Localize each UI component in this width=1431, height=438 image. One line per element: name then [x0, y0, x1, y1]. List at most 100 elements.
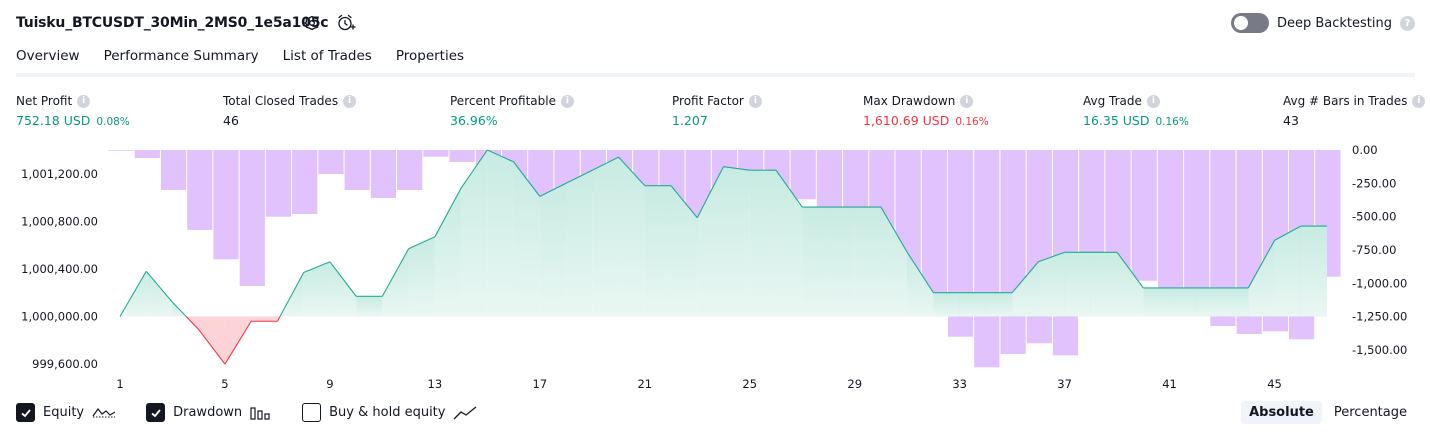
equity-loss-segment: [276, 316, 281, 322]
help-icon[interactable]: ?: [1400, 15, 1415, 31]
right-tick-label: -1,250.00: [1352, 310, 1407, 324]
equity-line-segment: [670, 185, 698, 219]
drawdown-bar: [974, 150, 1000, 368]
equity-line-segment: [723, 166, 750, 171]
deep-backtesting: Deep Backtesting ?: [1230, 13, 1415, 33]
legend-label: Drawdown: [173, 405, 243, 420]
drawdown-bar: [790, 150, 816, 200]
info-icon[interactable]: i: [1146, 94, 1160, 108]
equity-line-segment: [539, 182, 567, 197]
equity-profit-area: [828, 207, 855, 317]
equity-drawdown-chart[interactable]: 1,001,200.00 1,000,800.00 1,000,400.00 1,00…: [0, 140, 1431, 395]
equity-line-segment: [696, 166, 724, 219]
metric-value: 1,610.69 USD: [863, 113, 950, 128]
tab-properties[interactable]: Properties: [395, 48, 465, 64]
info-icon[interactable]: i: [343, 94, 357, 108]
equity-loss-segment: [224, 320, 252, 365]
x-tick-label: 1: [116, 377, 123, 391]
check-icon: [151, 408, 161, 417]
equity-profit-area: [933, 292, 960, 317]
metric-value: 43: [1283, 113, 1299, 128]
equity-profit-area: [1012, 261, 1039, 317]
equity-line-segment: [279, 272, 305, 317]
metric-label: Profit Factor: [672, 94, 744, 108]
settings-icon[interactable]: [302, 13, 322, 33]
equity-profit-area: [907, 252, 934, 317]
equity-profit-area: [1117, 252, 1144, 317]
equity-line-segment: [1011, 261, 1039, 294]
chart-legend: Equity Drawdown Buy & hold equity: [16, 403, 507, 422]
right-tick-label: -1,000.00: [1352, 276, 1407, 290]
mode-absolute[interactable]: Absolute: [1241, 401, 1322, 424]
equity-line-segment: [460, 149, 488, 189]
equity-profit-area: [566, 170, 593, 317]
equity-loss-area: [224, 316, 252, 365]
x-axis: 1 5 9 13 17 21 25 29 33 37 41 45: [116, 377, 1282, 391]
equity-profit-area: [985, 292, 1013, 317]
right-axis: 0.00 -250.00 -500.00 -750.00 -1,000.00 -1,250…: [1352, 143, 1407, 357]
equity-profit-area: [513, 161, 540, 317]
equity-profit-area: [592, 157, 619, 317]
metric-avg-bars-in-trades: Avg # Bars in Trades i 43: [1283, 94, 1426, 128]
toggle-knob: [1233, 16, 1248, 30]
buy-hold-checkbox[interactable]: [302, 403, 322, 422]
add-alert-icon[interactable]: [336, 13, 356, 33]
legend-label: Equity: [43, 405, 85, 420]
deep-backtesting-toggle[interactable]: [1230, 13, 1269, 33]
right-tick-label: 0.00: [1352, 143, 1378, 157]
equity-checkbox[interactable]: [16, 403, 35, 422]
x-tick-label: 45: [1267, 377, 1282, 391]
drawdown-checkbox[interactable]: [146, 403, 166, 422]
x-tick-label: 5: [221, 377, 228, 391]
equity-line-segment: [119, 271, 147, 317]
equity-loss-segment: [198, 329, 226, 365]
equity-line-segment: [1247, 240, 1276, 289]
drawdown-bar: [1157, 150, 1184, 305]
metric-value: 752.18 USD: [16, 113, 91, 128]
equity-profit-area: [146, 271, 173, 317]
info-icon[interactable]: i: [960, 94, 974, 108]
tabs-divider: [16, 73, 1415, 77]
equity-profit-area: [775, 170, 803, 317]
drawdown-bar: [344, 150, 370, 190]
x-tick-label: 37: [1057, 377, 1072, 391]
metric-label: Total Closed Trades: [223, 94, 339, 108]
x-tick-label: 21: [637, 377, 652, 391]
equity-profit-area: [1300, 226, 1327, 317]
report-tabs: Overview Performance Summary List of Tra…: [16, 48, 464, 77]
deep-backtesting-label: Deep Backtesting: [1276, 15, 1392, 31]
legend-equity[interactable]: Equity: [16, 403, 116, 422]
tab-performance-summary[interactable]: Performance Summary: [103, 48, 259, 64]
legend-drawdown[interactable]: Drawdown: [146, 403, 272, 422]
metric-label: Avg Trade: [1083, 94, 1142, 108]
info-icon[interactable]: i: [77, 94, 91, 108]
drawdown-bar: [292, 150, 318, 214]
equity-line-segment: [880, 206, 908, 253]
drawdown-bar: [370, 150, 396, 198]
equity-profit-area: [1248, 240, 1275, 317]
metric-avg-trade: Avg Trade i 16.35 USD 0.16%: [1083, 94, 1189, 128]
left-axis: 1,001,200.00 1,000,800.00 1,000,400.00 1,00…: [21, 167, 98, 371]
tab-list-of-trades[interactable]: List of Trades: [282, 48, 372, 64]
equity-line-segment: [775, 169, 803, 208]
drawdown-bar: [161, 150, 187, 190]
metric-value: 46: [223, 113, 239, 128]
x-tick-label: 9: [326, 377, 333, 391]
left-tick-label: 999,600.00: [32, 357, 98, 371]
settings-gear-svg: [304, 15, 320, 31]
legend-buy-hold[interactable]: Buy & hold equity: [302, 403, 477, 422]
drawdown-bar: [213, 150, 239, 260]
equity-profit-area: [749, 170, 776, 317]
trend-line-icon: [454, 405, 477, 419]
info-icon[interactable]: i: [748, 94, 762, 108]
info-icon[interactable]: i: [560, 94, 574, 108]
equity-profit-area: [1169, 287, 1196, 317]
mode-percentage[interactable]: Percentage: [1333, 405, 1407, 420]
metric-percent-profitable: Percent Profitable i 36.96%: [450, 94, 574, 128]
equity-line-segment: [434, 187, 462, 238]
x-tick-label: 29: [847, 377, 862, 391]
drawdown-bar: [318, 150, 344, 174]
metric-total-closed-trades: Total Closed Trades i 46: [223, 94, 357, 128]
metric-label: Net Profit: [16, 94, 73, 108]
info-icon[interactable]: i: [1412, 94, 1426, 108]
